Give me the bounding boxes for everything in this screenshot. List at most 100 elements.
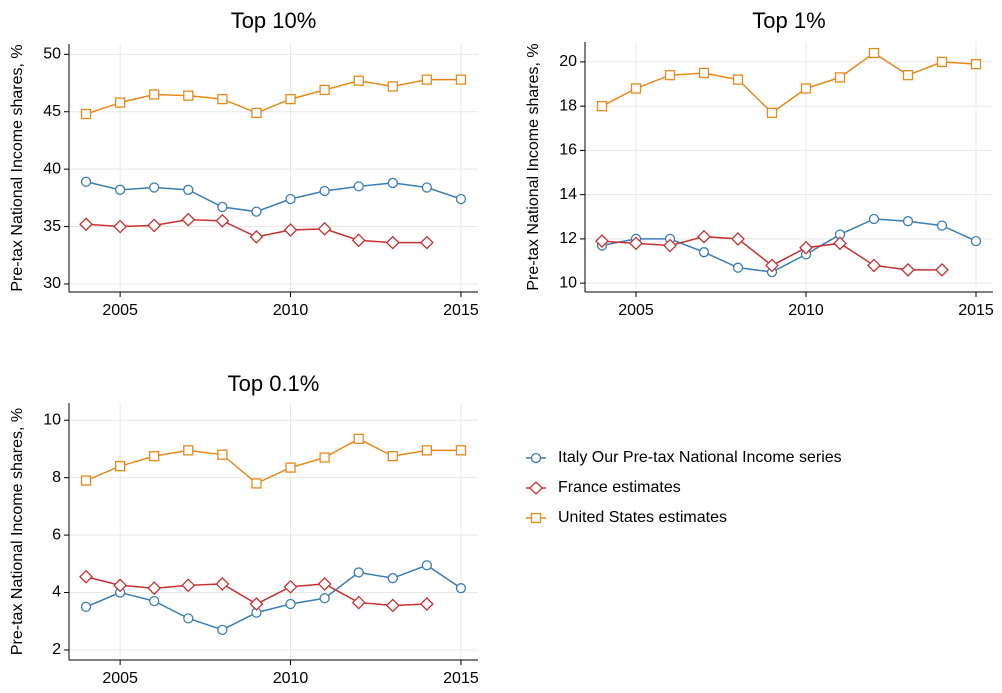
marker [731, 231, 745, 246]
marker [285, 93, 296, 105]
legend-label: Italy Our Pre-tax National Income series [558, 449, 842, 466]
marker [834, 72, 846, 83]
marker [421, 445, 433, 456]
y-tick-label: 10 [559, 274, 577, 291]
marker [183, 184, 194, 195]
marker [319, 84, 330, 96]
x-tick-label: 2010 [788, 302, 824, 319]
marker [902, 216, 914, 227]
legend-label: United States estimates [558, 509, 727, 526]
marker [181, 578, 196, 593]
marker [113, 219, 128, 234]
marker [249, 597, 264, 611]
y-tick-label: 8 [52, 469, 61, 486]
marker [387, 573, 398, 584]
marker [149, 595, 160, 607]
marker [113, 578, 128, 593]
marker [732, 74, 744, 85]
marker [80, 108, 92, 120]
marker [353, 75, 364, 86]
marker [868, 213, 880, 225]
marker [800, 83, 812, 94]
marker [353, 567, 364, 578]
marker [936, 56, 948, 68]
marker [251, 206, 262, 217]
y-tick-label: 40 [43, 160, 61, 177]
marker [419, 235, 434, 250]
y-tick-label: 4 [52, 584, 61, 601]
marker [149, 450, 160, 462]
marker [285, 598, 296, 610]
marker [251, 107, 262, 119]
marker [663, 238, 677, 253]
marker [249, 229, 264, 244]
x-tick-label: 2015 [958, 302, 994, 319]
marker [285, 193, 296, 205]
marker [902, 70, 914, 81]
series-line [85, 78, 461, 115]
marker [421, 74, 433, 85]
y-tick-label: 6 [52, 526, 61, 543]
marker [80, 475, 92, 486]
marker [217, 624, 228, 635]
marker [455, 193, 467, 205]
marker [283, 579, 298, 594]
marker [732, 262, 744, 273]
marker [455, 74, 467, 85]
marker [596, 101, 608, 112]
marker [867, 258, 881, 273]
marker [114, 184, 126, 195]
marker [114, 97, 126, 108]
marker [664, 70, 676, 81]
marker [970, 58, 982, 70]
marker [387, 177, 398, 189]
series-line [601, 218, 977, 273]
series-line [85, 564, 462, 631]
marker [319, 185, 330, 197]
series-line [85, 181, 462, 213]
x-tick-label: 2015 [443, 302, 479, 319]
marker [697, 229, 711, 244]
x-tick-label: 2010 [273, 302, 309, 319]
marker [765, 258, 779, 273]
marker [351, 233, 366, 248]
marker [698, 247, 710, 258]
series-line [85, 438, 461, 485]
y-tick-label: 10 [43, 411, 61, 428]
marker [319, 593, 330, 604]
marker [529, 481, 543, 495]
marker [935, 262, 949, 277]
marker [387, 81, 398, 92]
x-tick-label: 2005 [102, 670, 138, 687]
marker [901, 262, 915, 277]
marker [114, 461, 126, 472]
x-tick-label: 2015 [443, 670, 479, 687]
marker [251, 478, 262, 489]
marker [387, 450, 398, 462]
marker [530, 512, 542, 524]
marker [970, 235, 982, 247]
marker [455, 583, 467, 594]
marker [799, 240, 813, 255]
marker [353, 433, 364, 445]
marker [868, 47, 880, 59]
marker [147, 218, 162, 233]
marker [183, 445, 194, 456]
marker [217, 201, 228, 213]
y-tick-label: 14 [559, 186, 577, 203]
marker [530, 452, 542, 464]
marker [630, 83, 642, 94]
marker [455, 445, 467, 456]
marker [80, 601, 92, 613]
marker [149, 89, 160, 100]
marker [317, 221, 332, 236]
y-tick-label: 2 [52, 641, 61, 658]
marker [79, 569, 93, 584]
chart-title: Top 0.1% [228, 371, 320, 396]
marker [181, 212, 196, 227]
series-line [601, 52, 977, 114]
x-tick-label: 2005 [102, 302, 138, 319]
marker [215, 576, 230, 591]
y-tick-label: 12 [559, 230, 577, 247]
